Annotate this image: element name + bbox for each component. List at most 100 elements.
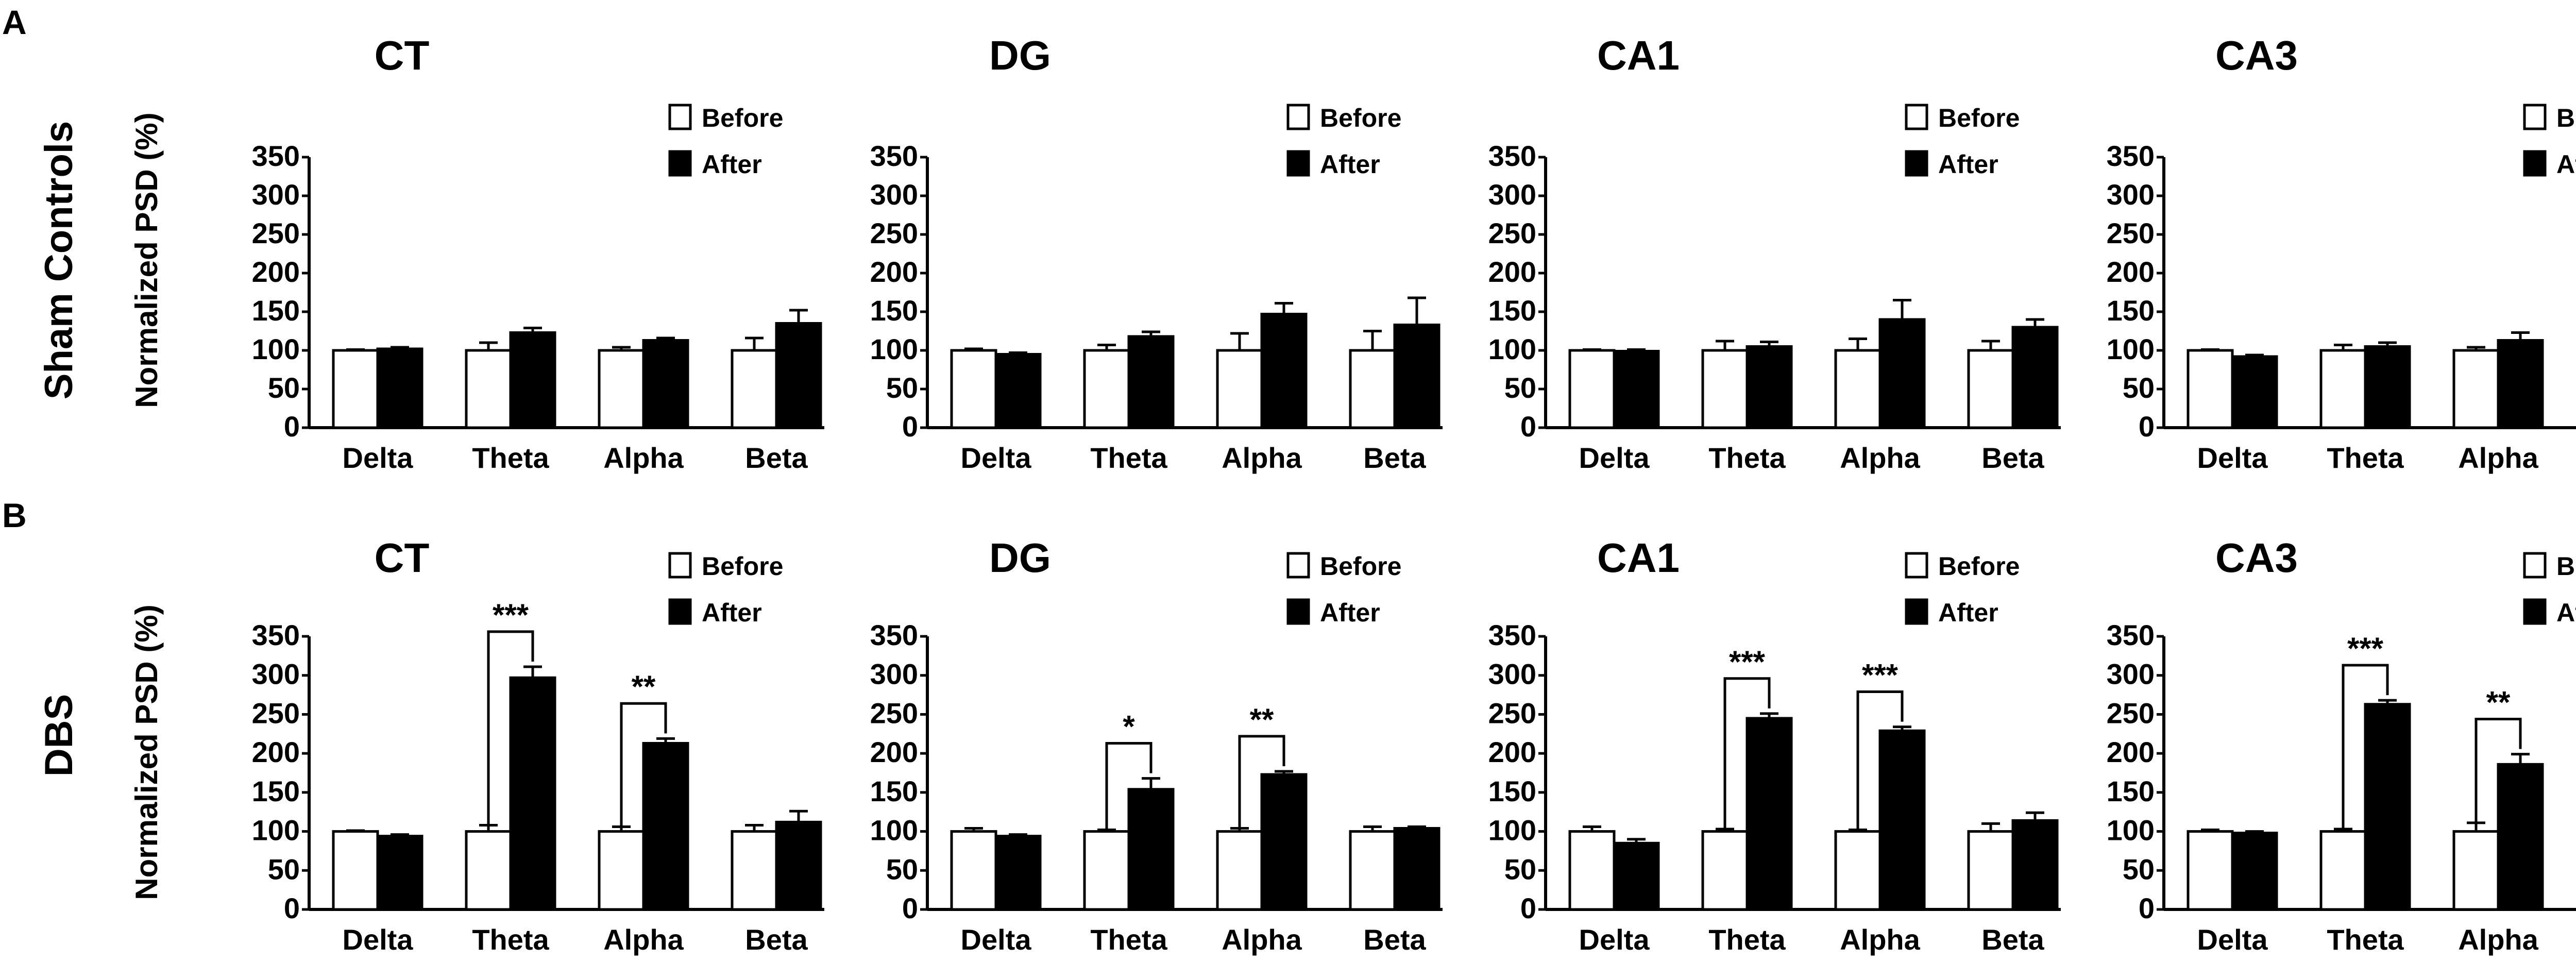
y-tick-label: 100: [1488, 814, 1536, 847]
chart-title: CT: [375, 535, 430, 581]
row-label-dbs: DBS: [37, 694, 81, 777]
bar-after: [642, 339, 689, 429]
bar-after: [376, 835, 423, 911]
bar-after: [2497, 339, 2544, 429]
bar-after: [1393, 827, 1440, 911]
x-tick-label: Theta: [472, 442, 549, 474]
x-tick-label: Alpha: [1222, 442, 1302, 474]
y-tick-label: 300: [1488, 178, 1536, 211]
significance-label: **: [632, 669, 656, 704]
y-tick-label: 250: [1488, 217, 1536, 249]
legend-label-before: Before: [702, 552, 783, 581]
bar-before: [950, 349, 997, 429]
x-tick-label: Beta: [745, 923, 808, 956]
y-tick-label: 50: [268, 372, 300, 404]
y-tick-label: 300: [252, 178, 300, 211]
y-tick-label: 150: [1488, 294, 1536, 327]
legend-swatch-after: [2523, 598, 2547, 625]
bar-after: [2011, 326, 2059, 429]
legend-swatch-before: [668, 104, 692, 130]
y-tick-label: 350: [1488, 619, 1536, 651]
legend-label-after: After: [702, 150, 762, 179]
bar-after: [2011, 819, 2059, 911]
bar-after: [1745, 717, 1793, 911]
bar-before: [332, 830, 379, 911]
bar-before: [2319, 830, 2367, 911]
bar-before: [1349, 349, 1396, 429]
legend-label-before: Before: [2556, 552, 2576, 581]
significance-bracket: [1856, 690, 1904, 832]
bar-after: [994, 353, 1042, 429]
chart-panel: DG Before After 0 50 100 150 200 250 300 350 Delta T…: [870, 32, 1443, 474]
significance-bracket: [1723, 677, 1771, 832]
x-tick-label: Alpha: [1840, 923, 1920, 956]
legend-label-after: After: [1320, 598, 1380, 627]
y-tick-label: 200: [252, 736, 300, 768]
x-tick-label: Theta: [1708, 923, 1786, 956]
y-tick-label: 200: [2107, 736, 2155, 768]
x-tick-label: Alpha: [1222, 923, 1302, 956]
y-tick-label: 200: [1488, 736, 1536, 768]
chart-panel: CA1 Before After 0 50 100 150 200 250 300 350 Delta…: [1488, 32, 2061, 474]
significance-label: ***: [2347, 631, 2384, 666]
y-tick-label: 300: [252, 658, 300, 690]
y-tick-label: 0: [1520, 410, 1536, 443]
significance-bracket: [1238, 735, 1285, 832]
x-tick-label: Beta: [1363, 442, 1426, 474]
y-tick-label: 100: [870, 333, 918, 365]
chart-panel: CA3 Before After 0 50 100 150 200 250 300 350 Delta…: [2107, 535, 2576, 956]
bar-after: [2497, 763, 2544, 911]
chart-title: DG: [989, 32, 1051, 78]
y-tick-label: 100: [252, 814, 300, 847]
bar-before: [1701, 830, 1749, 911]
x-tick-label: Beta: [745, 442, 808, 474]
y-tick-label: 50: [886, 853, 918, 885]
bar-before: [1083, 349, 1130, 429]
y-tick-label: 150: [252, 775, 300, 807]
legend-swatch-after: [1905, 598, 1928, 625]
y-tick-label: 100: [870, 814, 918, 847]
bar-before: [1701, 349, 1749, 429]
bar-before: [950, 830, 997, 911]
y-tick-label: 250: [870, 697, 918, 729]
y-tick-label: 300: [1488, 658, 1536, 690]
legend-label-before: Before: [2556, 104, 2576, 132]
x-tick-label: Beta: [1981, 442, 2044, 474]
y-tick-label: 100: [252, 333, 300, 365]
y-tick-label: 350: [870, 140, 918, 172]
y-tick-label: 350: [870, 619, 918, 651]
legend-swatch-after: [1286, 150, 1310, 177]
y-tick-label: 250: [2107, 217, 2155, 249]
bar-before: [2319, 349, 2367, 429]
significance-label: **: [2486, 685, 2511, 720]
bar-before: [465, 349, 512, 429]
chart-panel: CA1 Before After 0 50 100 150 200 250 300 350 Delta…: [1488, 535, 2061, 956]
bar-before: [1568, 830, 1616, 911]
legend-swatch-before: [1905, 104, 1928, 130]
x-tick-label: Alpha: [2458, 923, 2538, 956]
bar-before: [332, 349, 379, 429]
y-tick-label: 0: [1520, 892, 1536, 924]
significance-bracket: [2342, 664, 2389, 832]
x-tick-label: Delta: [343, 923, 414, 956]
bar-after: [509, 676, 556, 911]
legend-label-after: After: [1938, 150, 1998, 179]
bar-after: [994, 835, 1042, 911]
chart-panel: CT Before After 0 50 100 150 200 250 300 350 Delta T…: [252, 535, 824, 956]
bar-after: [1393, 324, 1440, 429]
panel-label-b: B: [2, 496, 27, 534]
chart-panel: CT Before After 0 50 100 150 200 250 300 350 Delta T…: [252, 32, 824, 474]
y-tick-label: 100: [1488, 333, 1536, 365]
y-tick-label: 50: [268, 853, 300, 885]
bar-before: [1967, 349, 2014, 429]
x-tick-label: Beta: [1981, 923, 2044, 956]
x-tick-label: Alpha: [1840, 442, 1920, 474]
bar-before: [1967, 830, 2014, 911]
y-tick-label: 50: [2123, 372, 2155, 404]
y-tick-label: 250: [252, 697, 300, 729]
legend-label-before: Before: [1320, 104, 1401, 132]
y-tick-label: 50: [886, 372, 918, 404]
x-tick-label: Theta: [2327, 923, 2404, 956]
ylabel-row-b: Normalized PSD (%): [129, 604, 164, 900]
